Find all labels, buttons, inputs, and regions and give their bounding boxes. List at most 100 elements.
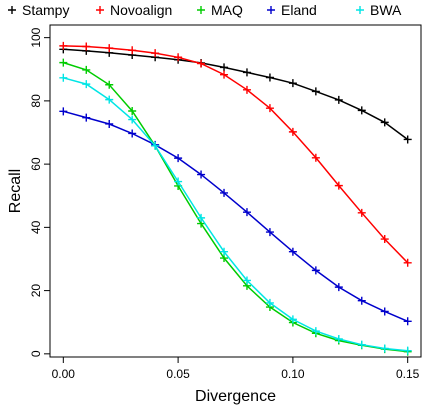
data-point-maq xyxy=(59,58,68,67)
data-point-bwa xyxy=(288,315,297,324)
series-stampy xyxy=(59,45,412,144)
legend-marker-eland xyxy=(267,6,275,14)
data-point-eland xyxy=(334,283,343,292)
data-point-stampy xyxy=(334,95,343,104)
data-point-eland xyxy=(403,317,412,326)
data-point-novoalign xyxy=(288,127,297,136)
data-point-bwa xyxy=(403,346,412,355)
series-line-eland xyxy=(63,110,408,322)
series-maq xyxy=(59,58,412,356)
legend-item-stampy: Stampy xyxy=(8,2,69,18)
y-axis: 0 20 40 60 80 100 xyxy=(29,27,50,357)
y-tick-label: 80 xyxy=(29,94,43,108)
data-point-eland xyxy=(242,208,251,217)
data-point-novoalign xyxy=(220,70,229,79)
x-axis-label: Divergence xyxy=(195,388,276,405)
legend-item-novoalign: Novoalign xyxy=(96,2,172,18)
x-tick-label: 0.15 xyxy=(396,367,420,381)
series-line-novoalign xyxy=(63,45,409,264)
legend-marker-maq xyxy=(197,6,205,14)
series-line-maq xyxy=(63,61,408,353)
y-tick-label: 60 xyxy=(29,157,43,171)
data-point-novoalign xyxy=(403,258,412,267)
data-point-novoalign xyxy=(334,181,343,190)
data-point-stampy xyxy=(220,63,229,72)
data-point-novoalign xyxy=(242,85,251,94)
data-point-bwa xyxy=(151,141,160,150)
data-point-stampy xyxy=(380,118,389,127)
data-point-novoalign xyxy=(357,208,366,217)
series-bwa xyxy=(59,73,412,355)
x-axis: 0.00 0.05 0.10 0.15 xyxy=(52,357,420,381)
data-point-novoalign xyxy=(82,42,91,51)
data-point-maq xyxy=(82,65,91,74)
data-point-bwa xyxy=(59,73,68,82)
legend-label-maq: MAQ xyxy=(211,2,243,18)
y-tick-label: 40 xyxy=(29,220,43,234)
data-point-novoalign xyxy=(174,53,183,62)
data-point-bwa xyxy=(197,213,206,222)
data-point-bwa xyxy=(174,177,183,186)
legend-label-bwa: BWA xyxy=(370,2,402,18)
data-point-bwa xyxy=(128,115,137,124)
x-tick-label: 0.10 xyxy=(281,367,305,381)
data-point-maq xyxy=(105,80,114,89)
data-point-stampy xyxy=(265,73,274,82)
data-point-stampy xyxy=(403,135,412,144)
data-point-bwa xyxy=(380,344,389,353)
series-novoalign xyxy=(59,41,412,267)
legend-marker-novoalign xyxy=(96,6,104,14)
series-line-stampy xyxy=(63,48,409,141)
data-point-novoalign xyxy=(197,59,206,68)
legend-item-bwa: BWA xyxy=(356,2,402,18)
x-tick-label: 0.05 xyxy=(166,367,190,381)
data-point-stampy xyxy=(288,79,297,88)
data-point-eland xyxy=(265,228,274,237)
legend-marker-stampy xyxy=(8,6,16,14)
data-point-novoalign xyxy=(265,104,274,113)
series-eland xyxy=(59,107,412,326)
x-tick-label: 0.00 xyxy=(52,367,76,381)
y-tick-label: 100 xyxy=(29,27,43,47)
series-line-bwa xyxy=(63,77,408,352)
data-point-eland xyxy=(288,247,297,256)
data-point-stampy xyxy=(357,106,366,115)
data-point-bwa xyxy=(357,340,366,349)
plot-frame xyxy=(49,24,422,358)
data-point-bwa xyxy=(105,95,114,104)
data-point-eland xyxy=(311,266,320,275)
data-point-bwa xyxy=(82,80,91,89)
data-point-stampy xyxy=(311,87,320,96)
data-point-eland xyxy=(59,107,68,116)
data-point-stampy xyxy=(242,68,251,77)
legend-label-novoalign: Novoalign xyxy=(110,2,172,18)
data-point-eland xyxy=(380,307,389,316)
data-point-eland xyxy=(357,296,366,305)
data-point-novoalign xyxy=(380,235,389,244)
y-tick-label: 20 xyxy=(29,284,43,298)
data-point-novoalign xyxy=(105,44,114,53)
data-point-maq xyxy=(128,107,137,116)
data-point-novoalign xyxy=(128,46,137,55)
data-point-eland xyxy=(197,170,206,179)
y-tick-label: 0 xyxy=(29,350,43,357)
data-point-bwa xyxy=(311,327,320,336)
series-layer xyxy=(59,41,412,356)
legend: Stampy Novoalign MAQ Eland BWA xyxy=(8,2,402,18)
data-point-novoalign xyxy=(311,153,320,162)
data-point-bwa xyxy=(242,276,251,285)
data-point-bwa xyxy=(220,247,229,256)
data-point-eland xyxy=(174,154,183,163)
data-point-novoalign xyxy=(151,49,160,58)
legend-label-stampy: Stampy xyxy=(22,2,69,18)
data-point-eland xyxy=(82,113,91,122)
legend-marker-bwa xyxy=(356,6,364,14)
legend-item-eland: Eland xyxy=(267,2,317,18)
legend-label-eland: Eland xyxy=(281,2,317,18)
data-point-novoalign xyxy=(59,41,68,50)
y-axis-label: Recall xyxy=(7,169,24,213)
data-point-eland xyxy=(220,188,229,197)
data-point-eland xyxy=(105,119,114,128)
